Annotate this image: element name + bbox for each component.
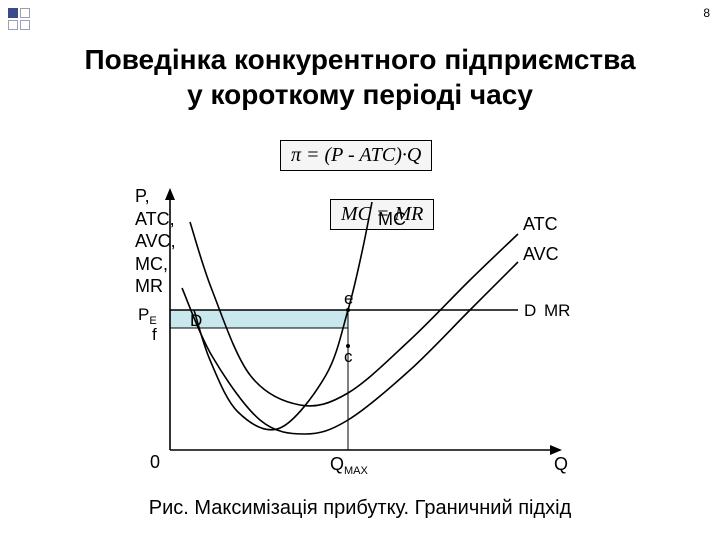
title-line-2: у короткому періоді часу xyxy=(187,79,533,110)
svg-text:ATC: ATC xyxy=(523,214,558,234)
corner-decoration xyxy=(8,8,30,30)
svg-text:QMAX: QMAX xyxy=(330,454,369,477)
svg-text:MR: MR xyxy=(544,301,570,320)
svg-text:c: c xyxy=(344,347,353,366)
svg-text:PE: PE xyxy=(138,305,157,327)
svg-text:f: f xyxy=(152,325,157,344)
svg-text:D: D xyxy=(524,301,536,320)
slide-title: Поведінка конкурентного підприємства у к… xyxy=(0,42,720,112)
svg-text:AVC: AVC xyxy=(523,244,559,264)
title-line-1: Поведінка конкурентного підприємства xyxy=(84,44,635,75)
svg-text:e: e xyxy=(344,289,353,308)
chart-svg: e c D D MR MC ATC AVC PEf 0 QMAX Q xyxy=(120,180,600,480)
svg-text:Q: Q xyxy=(554,454,568,474)
chart: e c D D MR MC ATC AVC PEf 0 QMAX Q xyxy=(120,180,600,480)
page-number: 8 xyxy=(703,6,710,20)
figure-caption: Рис. Максимізація прибутку. Граничний пі… xyxy=(0,497,720,520)
svg-text:D: D xyxy=(190,311,202,330)
profit-formula: π = (P - ATC)·Q xyxy=(280,140,432,171)
svg-text:0: 0 xyxy=(150,452,160,472)
svg-text:MC: MC xyxy=(378,209,406,229)
profit-formula-text: π = (P - ATC)·Q xyxy=(291,144,421,166)
